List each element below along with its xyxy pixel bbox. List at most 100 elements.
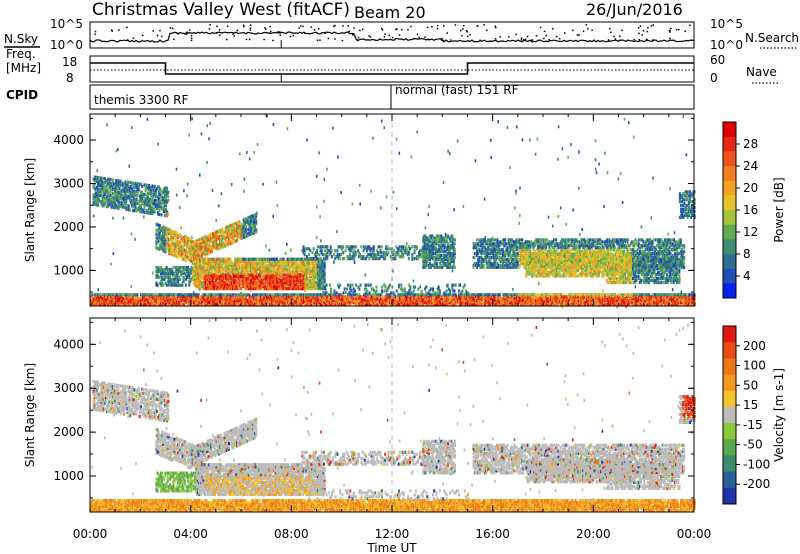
range-cell <box>278 275 281 279</box>
range-cell <box>155 232 158 236</box>
range-cell <box>230 241 233 245</box>
range-cell <box>221 257 224 261</box>
range-cell <box>487 263 490 267</box>
range-cell <box>635 252 638 256</box>
range-cell <box>504 250 507 254</box>
range-cell <box>257 281 260 285</box>
range-cell <box>192 277 195 281</box>
range-cell <box>162 201 165 206</box>
range-cell <box>646 238 649 242</box>
range-cell <box>482 240 485 244</box>
range-cell <box>501 253 504 258</box>
range-cell <box>479 255 482 260</box>
range-cell <box>296 261 299 265</box>
range-cell <box>101 182 104 186</box>
range-cell <box>252 215 255 219</box>
range-cell <box>278 281 281 285</box>
range-cell <box>530 240 533 244</box>
range-cell <box>166 267 169 272</box>
range-cell <box>536 264 539 268</box>
range-cell <box>585 248 588 252</box>
range-cell <box>135 193 138 197</box>
range-cell <box>632 250 635 254</box>
range-cell <box>394 253 397 257</box>
range-cell <box>124 197 127 202</box>
range-cell <box>515 248 518 252</box>
range-cell <box>492 246 495 250</box>
range-cell <box>289 285 292 289</box>
range-cell <box>494 261 497 265</box>
range-cell <box>237 267 240 271</box>
range-cell <box>307 257 310 261</box>
range-cell <box>348 255 351 259</box>
range-cell <box>669 252 672 256</box>
range-cell <box>444 261 447 265</box>
range-cell <box>315 259 318 263</box>
range-cell <box>554 250 557 254</box>
range-cell <box>498 255 501 260</box>
range-cell <box>499 259 502 264</box>
range-cell <box>118 204 121 209</box>
range-cell <box>678 252 681 256</box>
range-cell <box>205 267 208 271</box>
range-cell <box>264 273 267 277</box>
range-cell <box>200 257 203 261</box>
range-cell <box>488 240 491 244</box>
range-cell <box>535 258 538 262</box>
range-cell <box>241 263 243 267</box>
range-cell <box>248 275 251 279</box>
range-cell <box>653 252 656 256</box>
range-cell <box>452 261 455 265</box>
range-cell <box>93 175 96 179</box>
range-cell <box>438 265 441 269</box>
range-cell <box>303 277 306 281</box>
range-cell <box>290 286 293 291</box>
range-cell <box>571 257 574 262</box>
range-cell <box>245 271 248 275</box>
range-cell <box>208 233 211 237</box>
range-cell <box>312 285 315 289</box>
range-cell <box>249 232 252 236</box>
range-cell <box>216 263 219 267</box>
range-cell <box>208 283 211 287</box>
range-cell <box>482 263 485 267</box>
range-cell <box>224 273 227 277</box>
range-cell <box>218 259 221 263</box>
range-cell <box>230 229 233 233</box>
range-cell <box>498 244 501 248</box>
range-cell <box>314 251 317 255</box>
range-cell <box>171 251 174 255</box>
range-cell <box>200 269 203 273</box>
range-cell <box>537 244 540 248</box>
range-cell <box>430 265 433 269</box>
range-cell <box>305 255 308 259</box>
range-cell <box>271 261 274 265</box>
range-cell <box>146 195 149 199</box>
range-cell <box>173 253 176 258</box>
range-cell <box>144 197 147 201</box>
range-cell <box>304 267 307 271</box>
range-cell <box>178 246 181 250</box>
range-cell <box>195 253 198 257</box>
range-cell <box>175 249 178 253</box>
range-cell <box>204 279 207 283</box>
range-cell <box>132 181 135 185</box>
range-cell <box>423 242 426 246</box>
range-cell <box>267 265 270 269</box>
range-cell <box>204 253 207 257</box>
range-cell <box>541 246 544 250</box>
range-cell <box>242 267 245 271</box>
range-cell <box>225 235 228 239</box>
range-cell <box>208 277 211 281</box>
range-cell <box>208 243 211 247</box>
range-cell <box>308 286 311 291</box>
range-cell <box>115 196 118 200</box>
range-cell <box>609 246 612 250</box>
range-cell <box>254 226 257 231</box>
range-cell <box>270 275 273 279</box>
range-cell <box>155 234 158 238</box>
range-cell <box>271 265 274 269</box>
range-cell <box>427 252 430 256</box>
range-cell <box>255 285 258 289</box>
range-cell <box>535 262 538 266</box>
